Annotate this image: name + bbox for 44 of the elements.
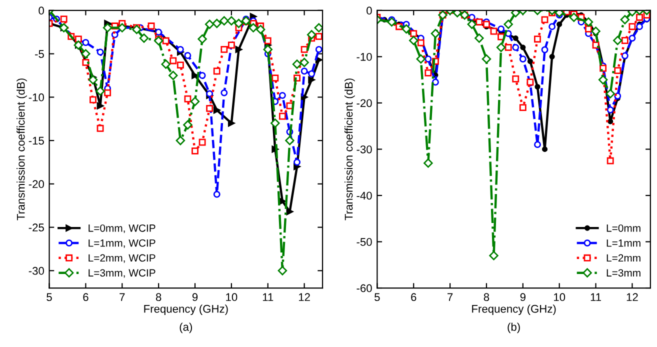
- y-tick-label: -20: [356, 99, 372, 108]
- x-tick-label: 5: [46, 293, 52, 302]
- x-tick-label: 10: [554, 293, 566, 302]
- legend-label: L=0mm, WCIP: [88, 224, 156, 234]
- y-axis-title: Transmission coefficient (dB): [16, 78, 27, 220]
- y-tick-label: -40: [356, 192, 372, 200]
- y-tick-label: -25: [28, 224, 44, 232]
- x-tick-label: 12: [298, 293, 310, 301]
- x-tick-label: 6: [411, 293, 416, 302]
- text: (b): [508, 322, 520, 334]
- x-tick-label: 8: [484, 293, 490, 302]
- x-tick-label: 9: [192, 293, 198, 302]
- legend-label: L=1mm, WCIP: [88, 239, 156, 248]
- x-tick-label: 7: [448, 293, 453, 301]
- x-axis-title: Frequency (GHz): [472, 304, 556, 315]
- y-axis-title: Transmission coefficient (dB): [344, 78, 355, 220]
- y-tick-label: -20: [28, 180, 44, 188]
- y-tick-label: -60: [356, 284, 372, 292]
- x-tick-label: 12: [626, 293, 638, 301]
- x-tick-label: 10: [226, 293, 238, 302]
- y-tick-label: -10: [356, 52, 372, 61]
- x-tick-label: 5: [374, 293, 380, 302]
- legend-label: L=2mm, WCIP: [88, 254, 156, 263]
- x-tick-label: 9: [520, 293, 526, 302]
- legend-label: L=3mm, WCIP: [88, 269, 156, 278]
- y-tick-label: 0: [366, 6, 372, 15]
- x-tick-label: 11: [262, 293, 274, 301]
- x-tick-label: 7: [120, 293, 125, 301]
- y-tick-label: -30: [356, 145, 372, 154]
- text: (a): [180, 322, 192, 334]
- y-tick-label: -30: [28, 266, 44, 275]
- legend-label: L=1mm: [606, 239, 640, 247]
- x-tick-label: 6: [83, 293, 88, 302]
- x-axis-title: Frequency (GHz): [144, 304, 228, 315]
- legend-label: L=2mm: [606, 254, 640, 262]
- x-tick-label: 11: [590, 293, 602, 301]
- x-tick-label: 8: [156, 293, 162, 302]
- y-tick-label: -5: [35, 50, 44, 58]
- legend-label: L=0mm: [606, 224, 640, 232]
- y-tick-label: -50: [356, 238, 372, 246]
- y-tick-label: -10: [28, 93, 44, 102]
- y-tick-label: -15: [28, 136, 44, 145]
- y-tick-label: 0: [38, 6, 44, 15]
- legend-label: L=3mm: [606, 269, 640, 277]
